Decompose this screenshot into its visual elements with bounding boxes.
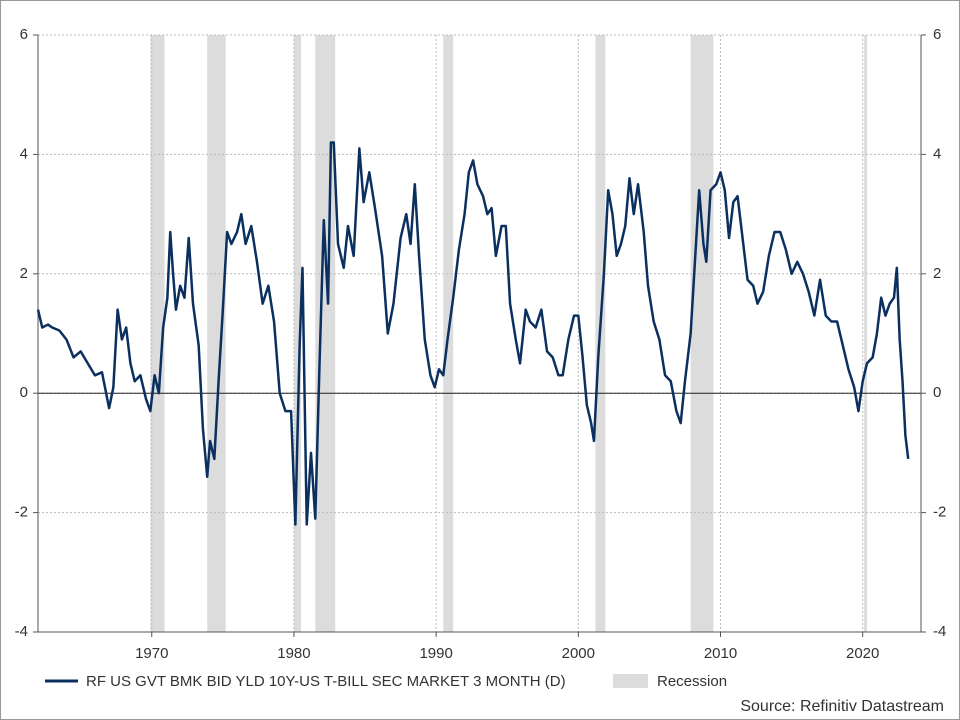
recession-band xyxy=(315,35,336,632)
legend-label: Recession xyxy=(657,673,727,690)
recession-band xyxy=(690,35,714,632)
y-tick-label: 0 xyxy=(20,384,28,401)
y-tick-label: 6 xyxy=(20,26,28,43)
legend-label: RF US GVT BMK BID YLD 10Y-US T-BILL SEC … xyxy=(86,673,566,690)
x-tick-label: 2010 xyxy=(704,645,737,662)
source: Source: Refinitiv Datastream xyxy=(740,698,944,715)
recession-band xyxy=(864,35,867,632)
y-tick-label: -4 xyxy=(15,623,28,640)
x-tick-label: 2000 xyxy=(562,645,595,662)
series-line xyxy=(36,141,910,526)
y-tick-label: 2 xyxy=(20,265,28,282)
y2-tick-label: 2 xyxy=(933,265,941,282)
y2-tick-label: 0 xyxy=(933,384,941,401)
x-tick-label: 1970 xyxy=(135,645,168,662)
y2-tick-label: -2 xyxy=(933,504,946,521)
y-tick-label: 4 xyxy=(20,145,28,162)
recession-band xyxy=(150,35,165,632)
legend-swatch xyxy=(613,674,648,688)
x-tick-label: 1990 xyxy=(419,645,452,662)
recession-band xyxy=(207,35,226,632)
recession-band xyxy=(293,35,302,632)
y-tick-label: -2 xyxy=(15,504,28,521)
x-tick-label: 2020 xyxy=(846,645,879,662)
y2-tick-label: -4 xyxy=(933,623,946,640)
x-tick-label: 1980 xyxy=(277,645,310,662)
y2-tick-label: 4 xyxy=(933,145,941,162)
y2-tick-label: 6 xyxy=(933,26,941,43)
